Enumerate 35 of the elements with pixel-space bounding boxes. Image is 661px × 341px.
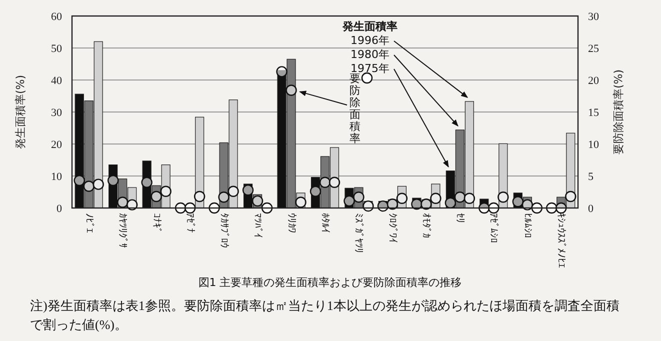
y-tick-label: 60 xyxy=(51,11,62,23)
x-tick-label: ｱｾﾞﾑｼﾛ xyxy=(488,213,500,243)
y2-tick-label: 5 xyxy=(588,171,594,183)
y-tick-label: 0 xyxy=(56,203,62,215)
y-tick-label: 30 xyxy=(51,107,62,119)
legend: 発生面積率 1996年 1980年 1975年 xyxy=(342,20,398,75)
x-tick-label: ﾐｽﾞｶﾞﾔﾂﾘ xyxy=(352,213,365,253)
x-tick-label: ﾏﾂﾊﾞｲ xyxy=(252,213,264,238)
y-tick-label: 10 xyxy=(51,171,62,183)
y-axis-title: 発生面積率(%) xyxy=(14,74,27,150)
y2-tick-label: 15 xyxy=(588,107,600,119)
x-tick-label: ｾﾘ xyxy=(454,213,465,223)
x-tick-label: ｷｼｭｳｽｽﾞﾒﾉﾋｴ xyxy=(555,213,568,268)
legend-label: 要防除面積率 xyxy=(350,72,360,145)
x-tick-label: ｺﾅｷﾞ xyxy=(150,213,162,233)
y-tick-label: 50 xyxy=(51,43,62,55)
y2-axis-title: 要防除面積率(%) xyxy=(612,69,625,155)
x-tick-label: ﾀｶｻﾌﾞﾛｳ xyxy=(218,213,230,248)
y2-tick-label: 0 xyxy=(588,203,594,215)
y-tick-label: 20 xyxy=(51,139,62,151)
text: 図1 主要草種の発生面積率および要防除面積率の推移 xyxy=(198,276,462,289)
y2-tick-label: 30 xyxy=(588,11,600,23)
y2-tick-label: 10 xyxy=(588,139,600,151)
x-tick-label: ｶﾔﾂﾘｸﾞｻ xyxy=(116,213,129,248)
x-tick-label: ｱｾﾞﾅ xyxy=(184,213,196,233)
x-tick-label: ｳﾘｶﾜ xyxy=(285,213,296,233)
x-tick-label: ﾎﾀﾙｲ xyxy=(319,213,331,233)
y-tick-label: 40 xyxy=(51,75,62,87)
y2-tick-label: 25 xyxy=(588,43,600,55)
y2-tick-label: 20 xyxy=(588,75,600,87)
x-tick-label: ﾋﾙﾑｼﾛ xyxy=(521,213,532,238)
x-tick-label: ﾉﾋﾞｴ xyxy=(82,213,95,233)
x-tick-label: ｵﾓﾀﾞｶ xyxy=(420,213,432,238)
text: 注)発生面積率は表1参照。要防除面積率は㎡当たり1本以上の発生が認められたほ場面積を調査全面積で割った値(%)。 xyxy=(30,297,620,334)
x-tick-label: ｸﾛｸﾞﾜｲ xyxy=(386,213,398,243)
